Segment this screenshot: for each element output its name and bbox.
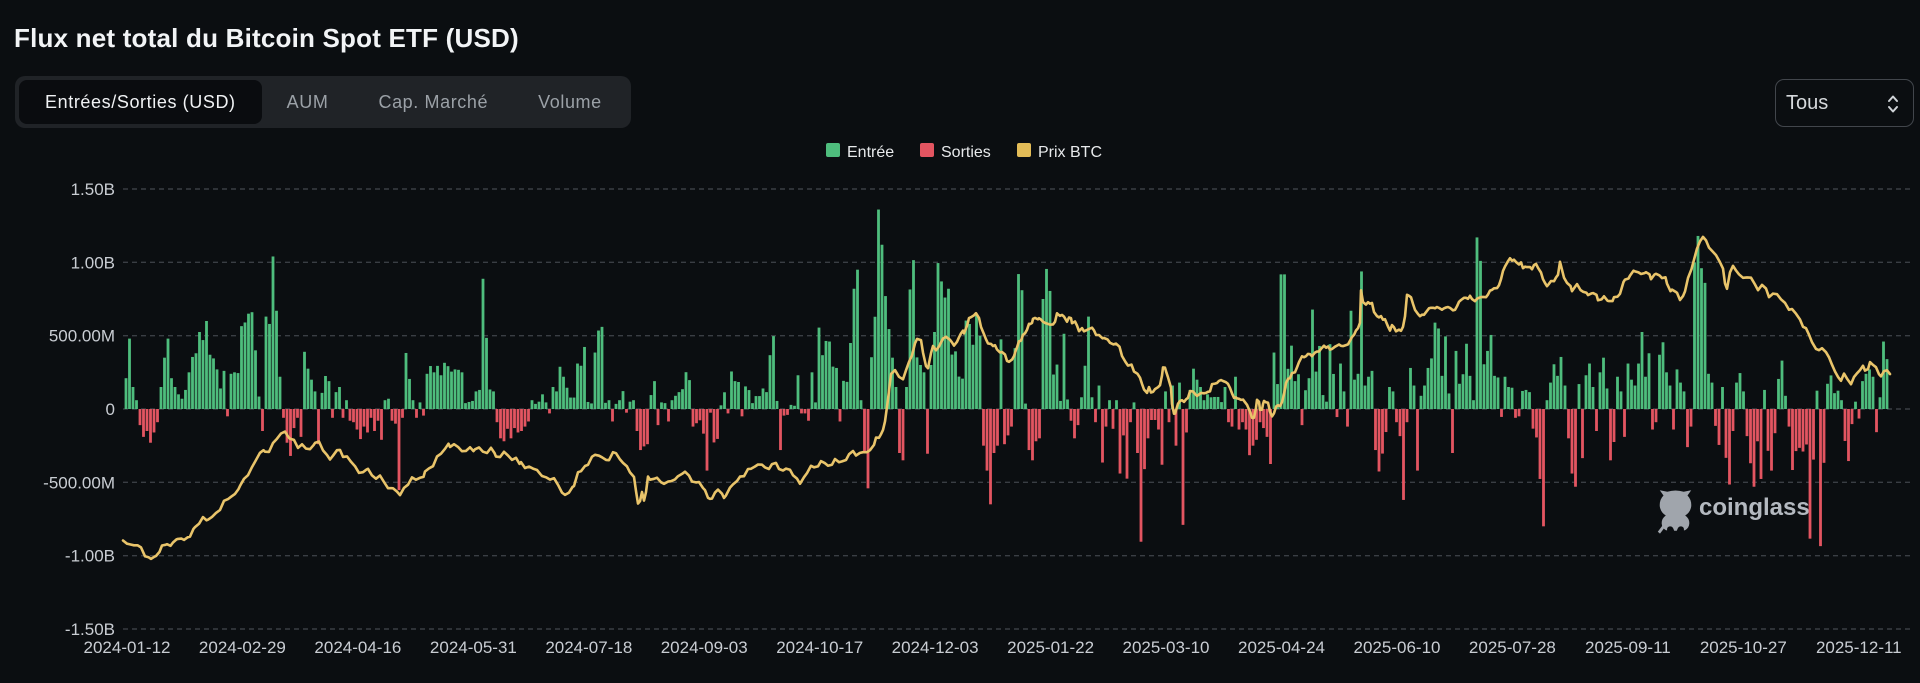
svg-text:Sorties: Sorties	[941, 144, 991, 161]
svg-text:-500.00M: -500.00M	[43, 473, 115, 492]
svg-text:2025-01-22: 2025-01-22	[1007, 638, 1094, 657]
svg-text:-1.00B: -1.00B	[65, 547, 115, 566]
svg-text:2025-06-10: 2025-06-10	[1354, 638, 1441, 657]
svg-text:500.00M: 500.00M	[49, 327, 115, 346]
svg-text:2025-07-28: 2025-07-28	[1469, 638, 1556, 657]
svg-text:2024-04-16: 2024-04-16	[314, 638, 401, 657]
svg-text:2024-12-03: 2024-12-03	[892, 638, 979, 657]
svg-text:2025-10-27: 2025-10-27	[1700, 638, 1787, 657]
svg-text:coinglass: coinglass	[1699, 494, 1810, 521]
svg-text:2024-02-29: 2024-02-29	[199, 638, 286, 657]
svg-text:0: 0	[106, 400, 115, 419]
svg-text:2024-10-17: 2024-10-17	[776, 638, 863, 657]
svg-text:2024-05-31: 2024-05-31	[430, 638, 517, 657]
svg-text:2024-09-03: 2024-09-03	[661, 638, 748, 657]
svg-text:2025-04-24: 2025-04-24	[1238, 638, 1325, 657]
svg-text:-1.50B: -1.50B	[65, 620, 115, 639]
svg-text:2025-03-10: 2025-03-10	[1123, 638, 1210, 657]
svg-text:2025-12-11: 2025-12-11	[1816, 638, 1902, 657]
svg-text:1.00B: 1.00B	[71, 253, 115, 272]
svg-text:Entrée: Entrée	[847, 144, 894, 161]
svg-text:Prix BTC: Prix BTC	[1038, 144, 1102, 161]
svg-text:1.50B: 1.50B	[71, 180, 115, 199]
svg-text:2024-01-12: 2024-01-12	[84, 638, 171, 657]
svg-text:2024-07-18: 2024-07-18	[545, 638, 632, 657]
svg-text:2025-09-11: 2025-09-11	[1585, 638, 1671, 657]
